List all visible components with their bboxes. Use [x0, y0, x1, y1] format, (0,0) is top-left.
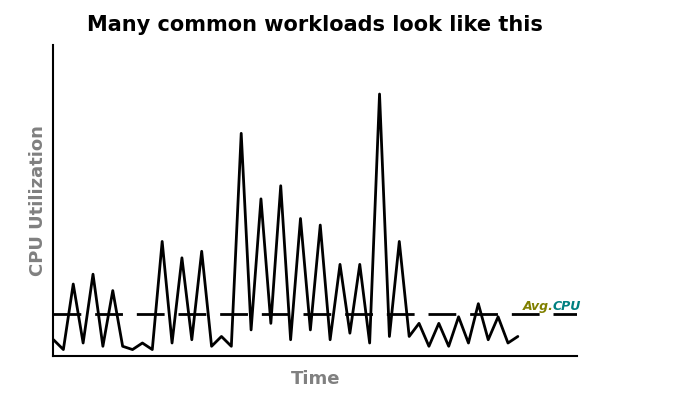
Y-axis label: CPU Utilization: CPU Utilization: [28, 125, 47, 276]
Text: Avg.: Avg.: [523, 301, 558, 314]
Title: Many common workloads look like this: Many common workloads look like this: [87, 15, 543, 35]
Text: CPU: CPU: [552, 301, 581, 314]
X-axis label: Time: Time: [290, 370, 340, 388]
